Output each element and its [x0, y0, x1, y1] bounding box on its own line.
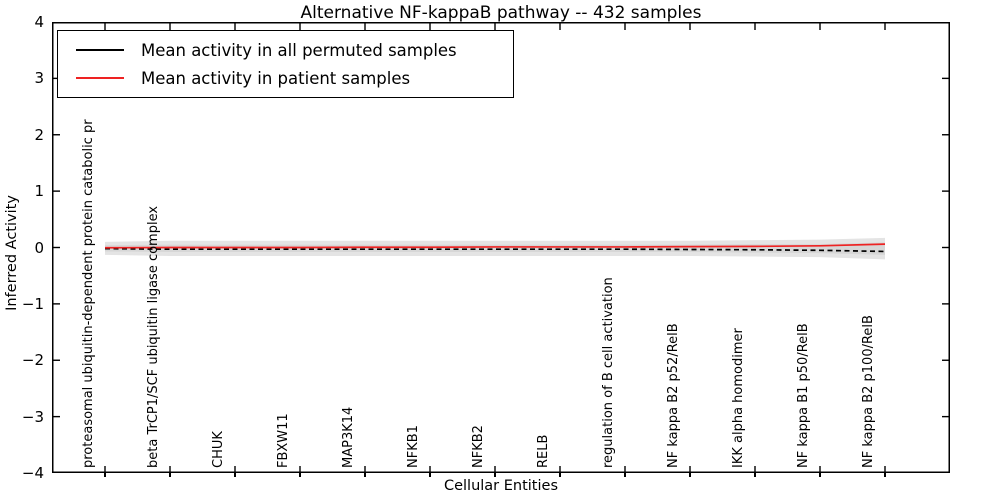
- tick-mark: [624, 473, 626, 477]
- y-tick-label: −1: [21, 294, 44, 313]
- x-axis-label: Cellular Entities: [443, 478, 559, 494]
- tick-mark: [884, 473, 886, 477]
- patient-mean-line: [104, 243, 886, 249]
- y-tick-label: −4: [21, 464, 44, 482]
- y-tick-label: 4: [34, 13, 44, 31]
- x-tick-label: MAP3K14: [341, 406, 356, 468]
- x-tick-label: RELB: [536, 434, 551, 468]
- x-tick-label: beta TrCP1/SCF ubiquitin ligase complex: [146, 205, 161, 468]
- y-tick-label: 1: [34, 182, 44, 201]
- y-tick-label: −3: [21, 407, 44, 426]
- tick-mark: [494, 473, 496, 477]
- axes-frame: [52, 22, 950, 473]
- x-tick-label: NF kappa B2 p100/RelB: [861, 315, 876, 468]
- y-tick-label: 2: [34, 125, 44, 144]
- tick-mark: [299, 473, 301, 477]
- legend-label-patient: Mean activity in patient samples: [141, 68, 411, 88]
- tick-mark: [104, 473, 106, 477]
- permuted-line-sample-icon: [76, 49, 124, 51]
- x-tick-label: NFKB1: [406, 425, 421, 468]
- x-tick-label: NF kappa B2 p52/RelB: [666, 323, 681, 468]
- tick-mark: [364, 473, 366, 477]
- tick-mark: [429, 473, 431, 477]
- x-tick-label: regulation of B cell activation: [601, 277, 616, 468]
- x-tick-label: IKK alpha homodimer: [731, 328, 746, 468]
- x-tick-label: proteasomal ubiquitin-dependent protein …: [81, 119, 96, 468]
- x-tick-label: NF kappa B1 p50/RelB: [796, 323, 811, 468]
- tick-mark: [559, 473, 561, 477]
- tick-mark: [819, 473, 821, 477]
- tick-mark: [689, 473, 691, 477]
- plot-area: [52, 22, 950, 473]
- tick-mark: [754, 473, 756, 477]
- tick-mark: [169, 473, 171, 477]
- legend-item-patient: Mean activity in patient samples: [58, 64, 513, 92]
- patient-line-sample-icon: [76, 77, 124, 79]
- y-tick-label: 0: [34, 238, 44, 257]
- y-tick-label: 3: [34, 69, 44, 88]
- legend-label-permuted: Mean activity in all permuted samples: [141, 40, 457, 60]
- legend: Mean activity in all permuted samples Me…: [57, 30, 514, 98]
- tick-mark: [234, 473, 236, 477]
- x-tick-label: CHUK: [211, 431, 226, 468]
- plot-title: Alternative NF-kappaB pathway -- 432 sam…: [300, 3, 702, 23]
- y-tick-label: −2: [21, 351, 44, 370]
- confidence-band-inner: [105, 242, 885, 255]
- legend-item-permuted: Mean activity in all permuted samples: [58, 36, 513, 64]
- permuted-mean-line: [104, 247, 886, 253]
- x-tick-label: FBXW11: [276, 413, 291, 468]
- x-tick-label: NFKB2: [471, 425, 486, 468]
